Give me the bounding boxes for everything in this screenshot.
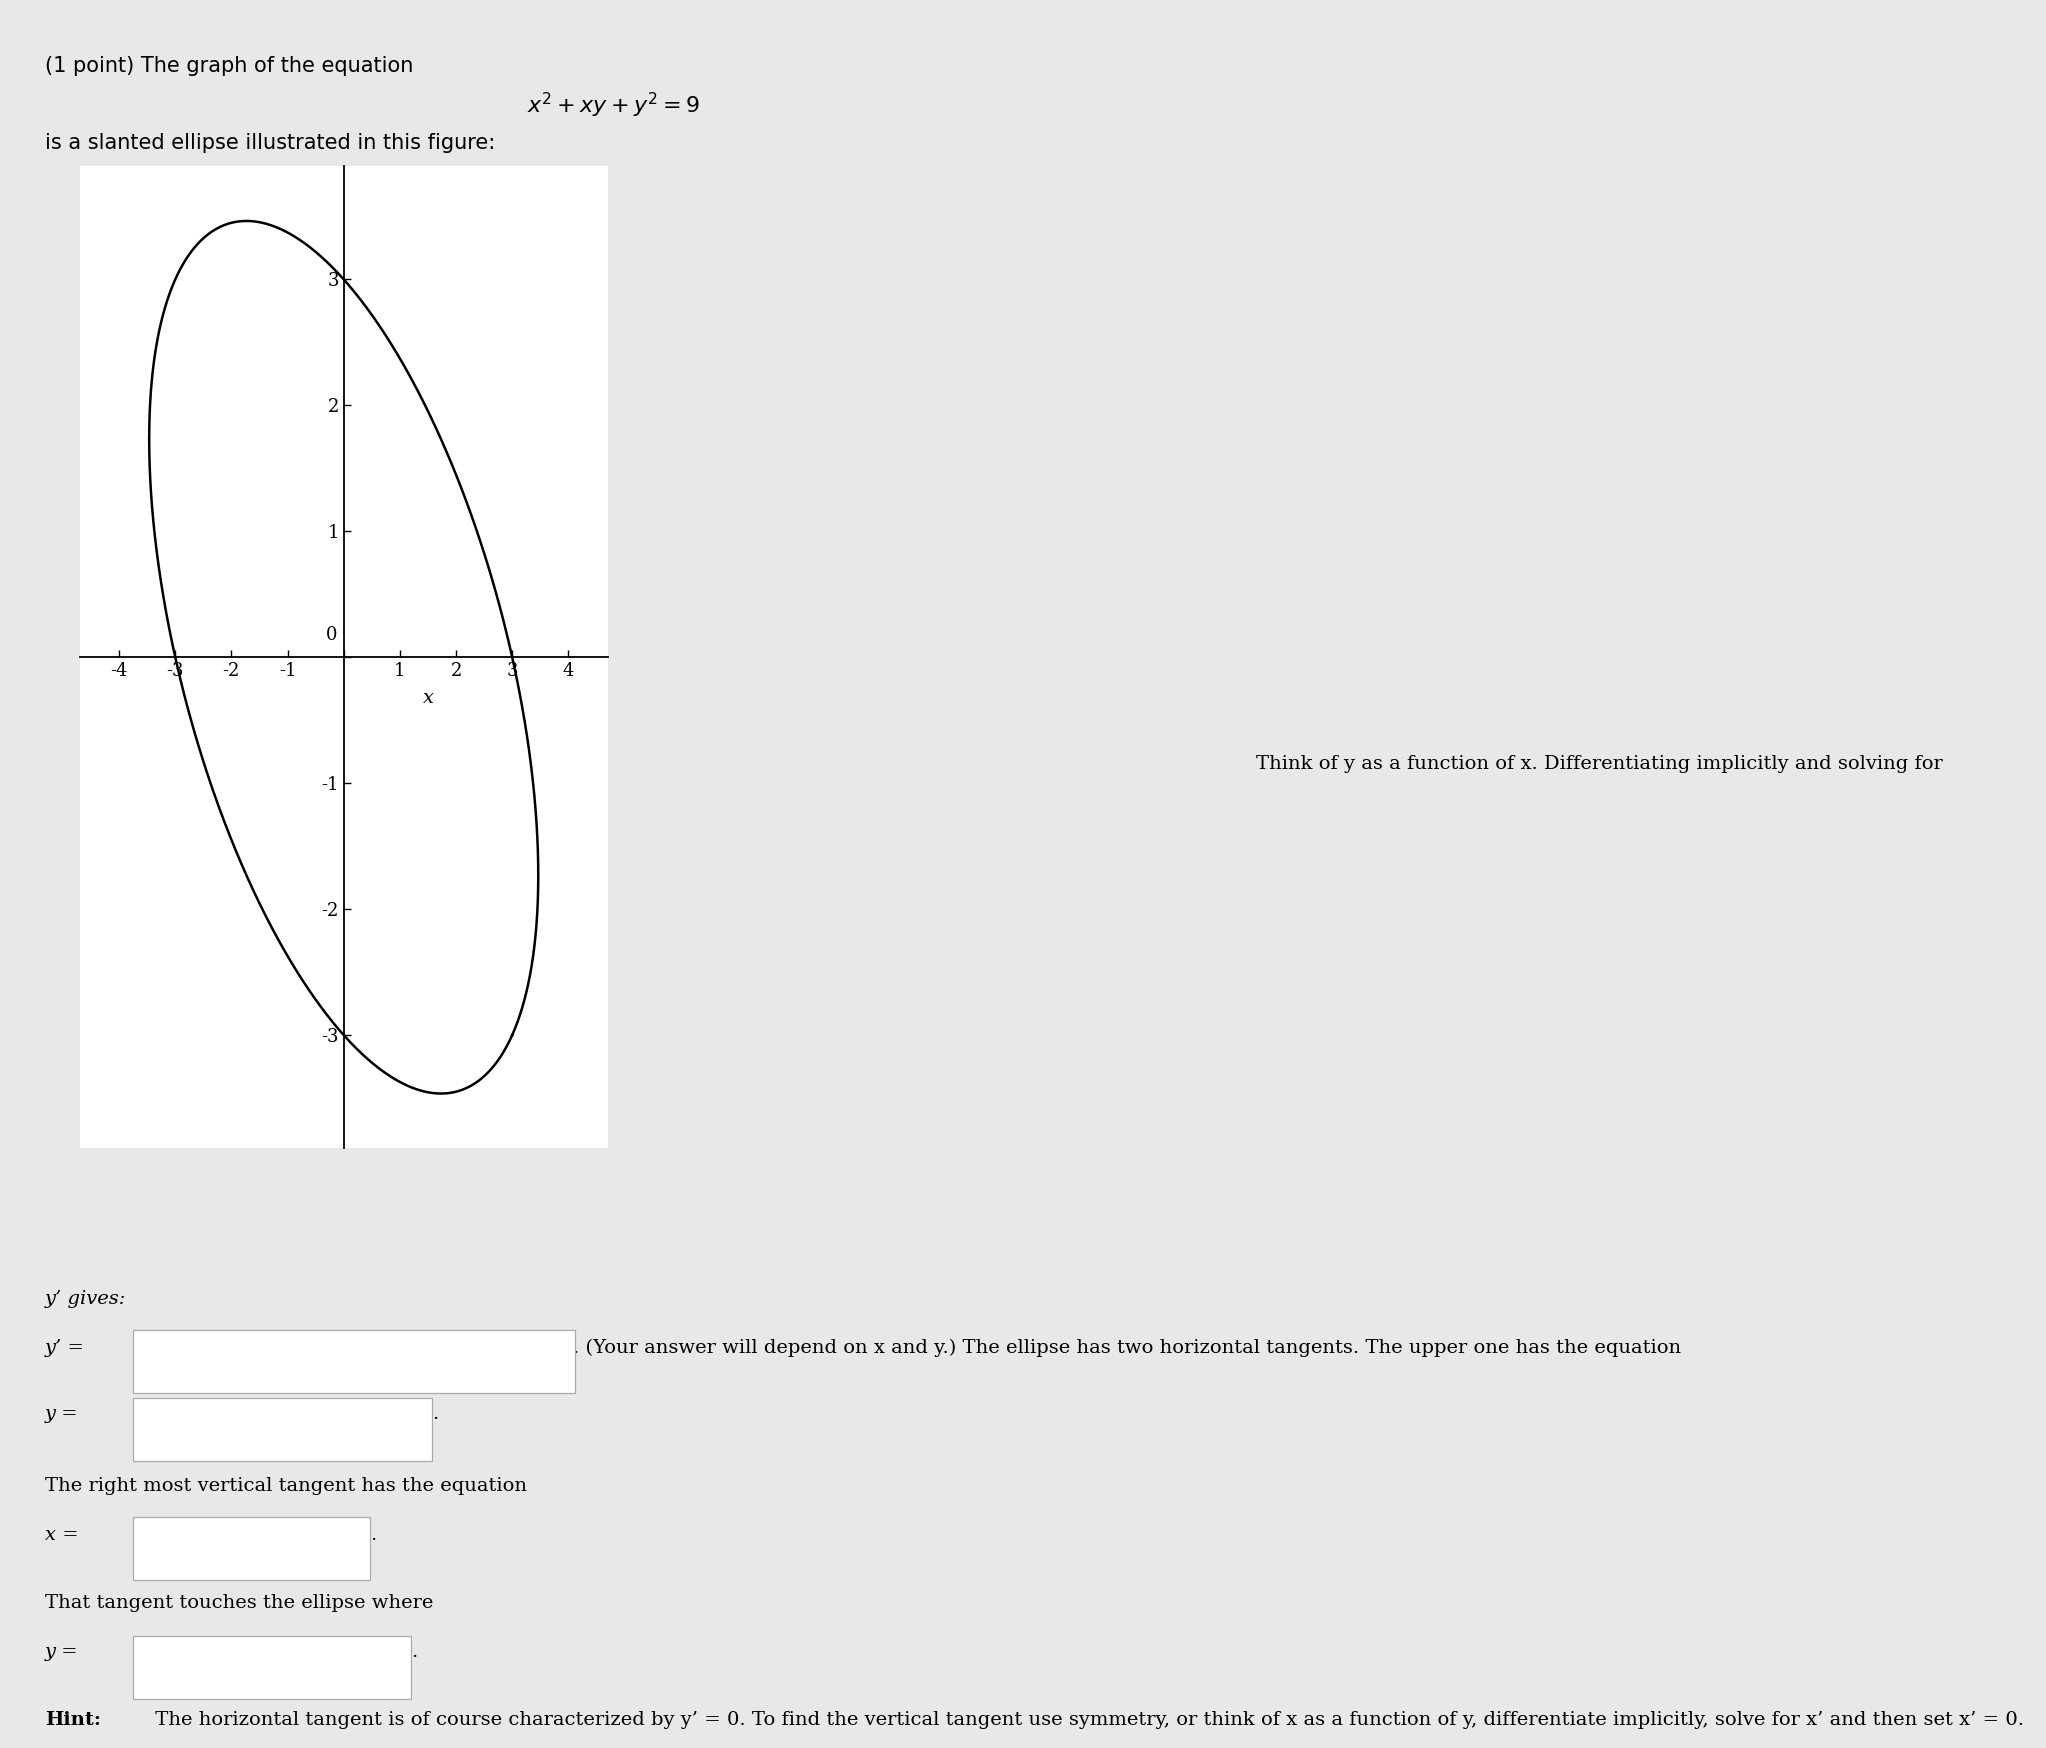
- Text: .: .: [411, 1643, 417, 1661]
- Text: is a slanted ellipse illustrated in this figure:: is a slanted ellipse illustrated in this…: [45, 133, 495, 152]
- Text: (1 point) The graph of the equation: (1 point) The graph of the equation: [45, 56, 413, 75]
- Text: The right most vertical tangent has the equation: The right most vertical tangent has the …: [45, 1477, 528, 1495]
- Text: y =: y =: [45, 1643, 78, 1661]
- Text: Hint:: Hint:: [45, 1711, 100, 1729]
- Text: 0: 0: [325, 626, 338, 643]
- Text: .: .: [432, 1405, 438, 1423]
- Text: Think of y as a function of x. Differentiating implicitly and solving for: Think of y as a function of x. Different…: [1256, 755, 1944, 773]
- Text: x: x: [421, 689, 434, 706]
- Text: x =: x =: [45, 1526, 78, 1543]
- Text: The horizontal tangent is of course characterized by y’ = 0. To find the vertica: The horizontal tangent is of course char…: [149, 1711, 2023, 1729]
- Text: y’ gives:: y’ gives:: [45, 1290, 127, 1308]
- Text: . (Your answer will depend on x and y.) The ellipse has two horizontal tangents.: . (Your answer will depend on x and y.) …: [573, 1339, 1682, 1356]
- Text: y =: y =: [45, 1405, 78, 1423]
- Text: y’ =: y’ =: [45, 1339, 84, 1356]
- Text: $\mathit{x}^{2}+\mathit{x}\mathit{y}+\mathit{y}^{2}=9$: $\mathit{x}^{2}+\mathit{x}\mathit{y}+\ma…: [528, 91, 700, 121]
- Text: .: .: [370, 1526, 376, 1543]
- Text: That tangent touches the ellipse where: That tangent touches the ellipse where: [45, 1594, 434, 1612]
